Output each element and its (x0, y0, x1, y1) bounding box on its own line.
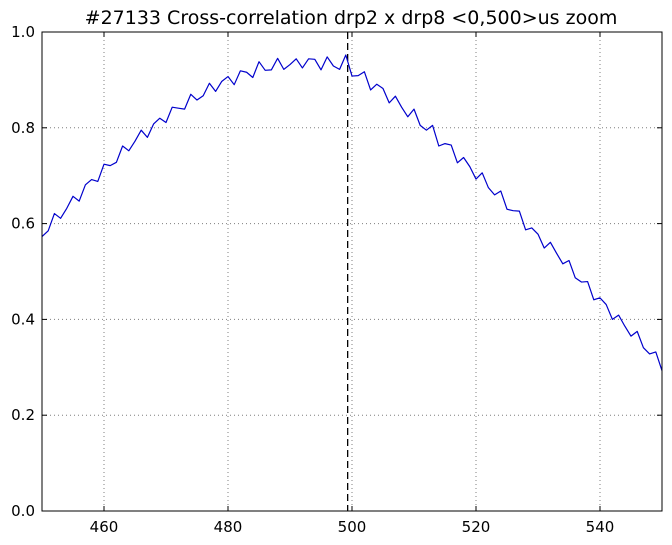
x-tick-label: 500 (338, 518, 367, 536)
grid-lines (42, 32, 662, 511)
plot-frame (41, 31, 663, 512)
x-tick-label: 460 (90, 518, 119, 536)
series-line (41, 54, 663, 371)
series-layer (41, 54, 663, 371)
x-tick-label: 520 (462, 518, 491, 536)
y-tick-label: 1.0 (11, 23, 35, 41)
y-tick-label: 0.8 (11, 119, 35, 137)
chart-title: #27133 Cross-correlation drp2 x drp8 <0,… (85, 7, 618, 29)
y-tick-labels: 0.0 0.2 0.4 0.6 0.8 1.0 (11, 23, 35, 520)
tick-marks (42, 31, 662, 512)
y-tick-label: 0.0 (11, 502, 35, 520)
y-tick-label: 0.2 (11, 406, 35, 424)
x-tick-labels: 460 480 500 520 540 (90, 518, 615, 536)
y-tick-label: 0.6 (11, 215, 35, 233)
y-tick-label: 0.4 (11, 310, 35, 328)
x-tick-label: 480 (214, 518, 243, 536)
x-tick-label: 540 (586, 518, 615, 536)
